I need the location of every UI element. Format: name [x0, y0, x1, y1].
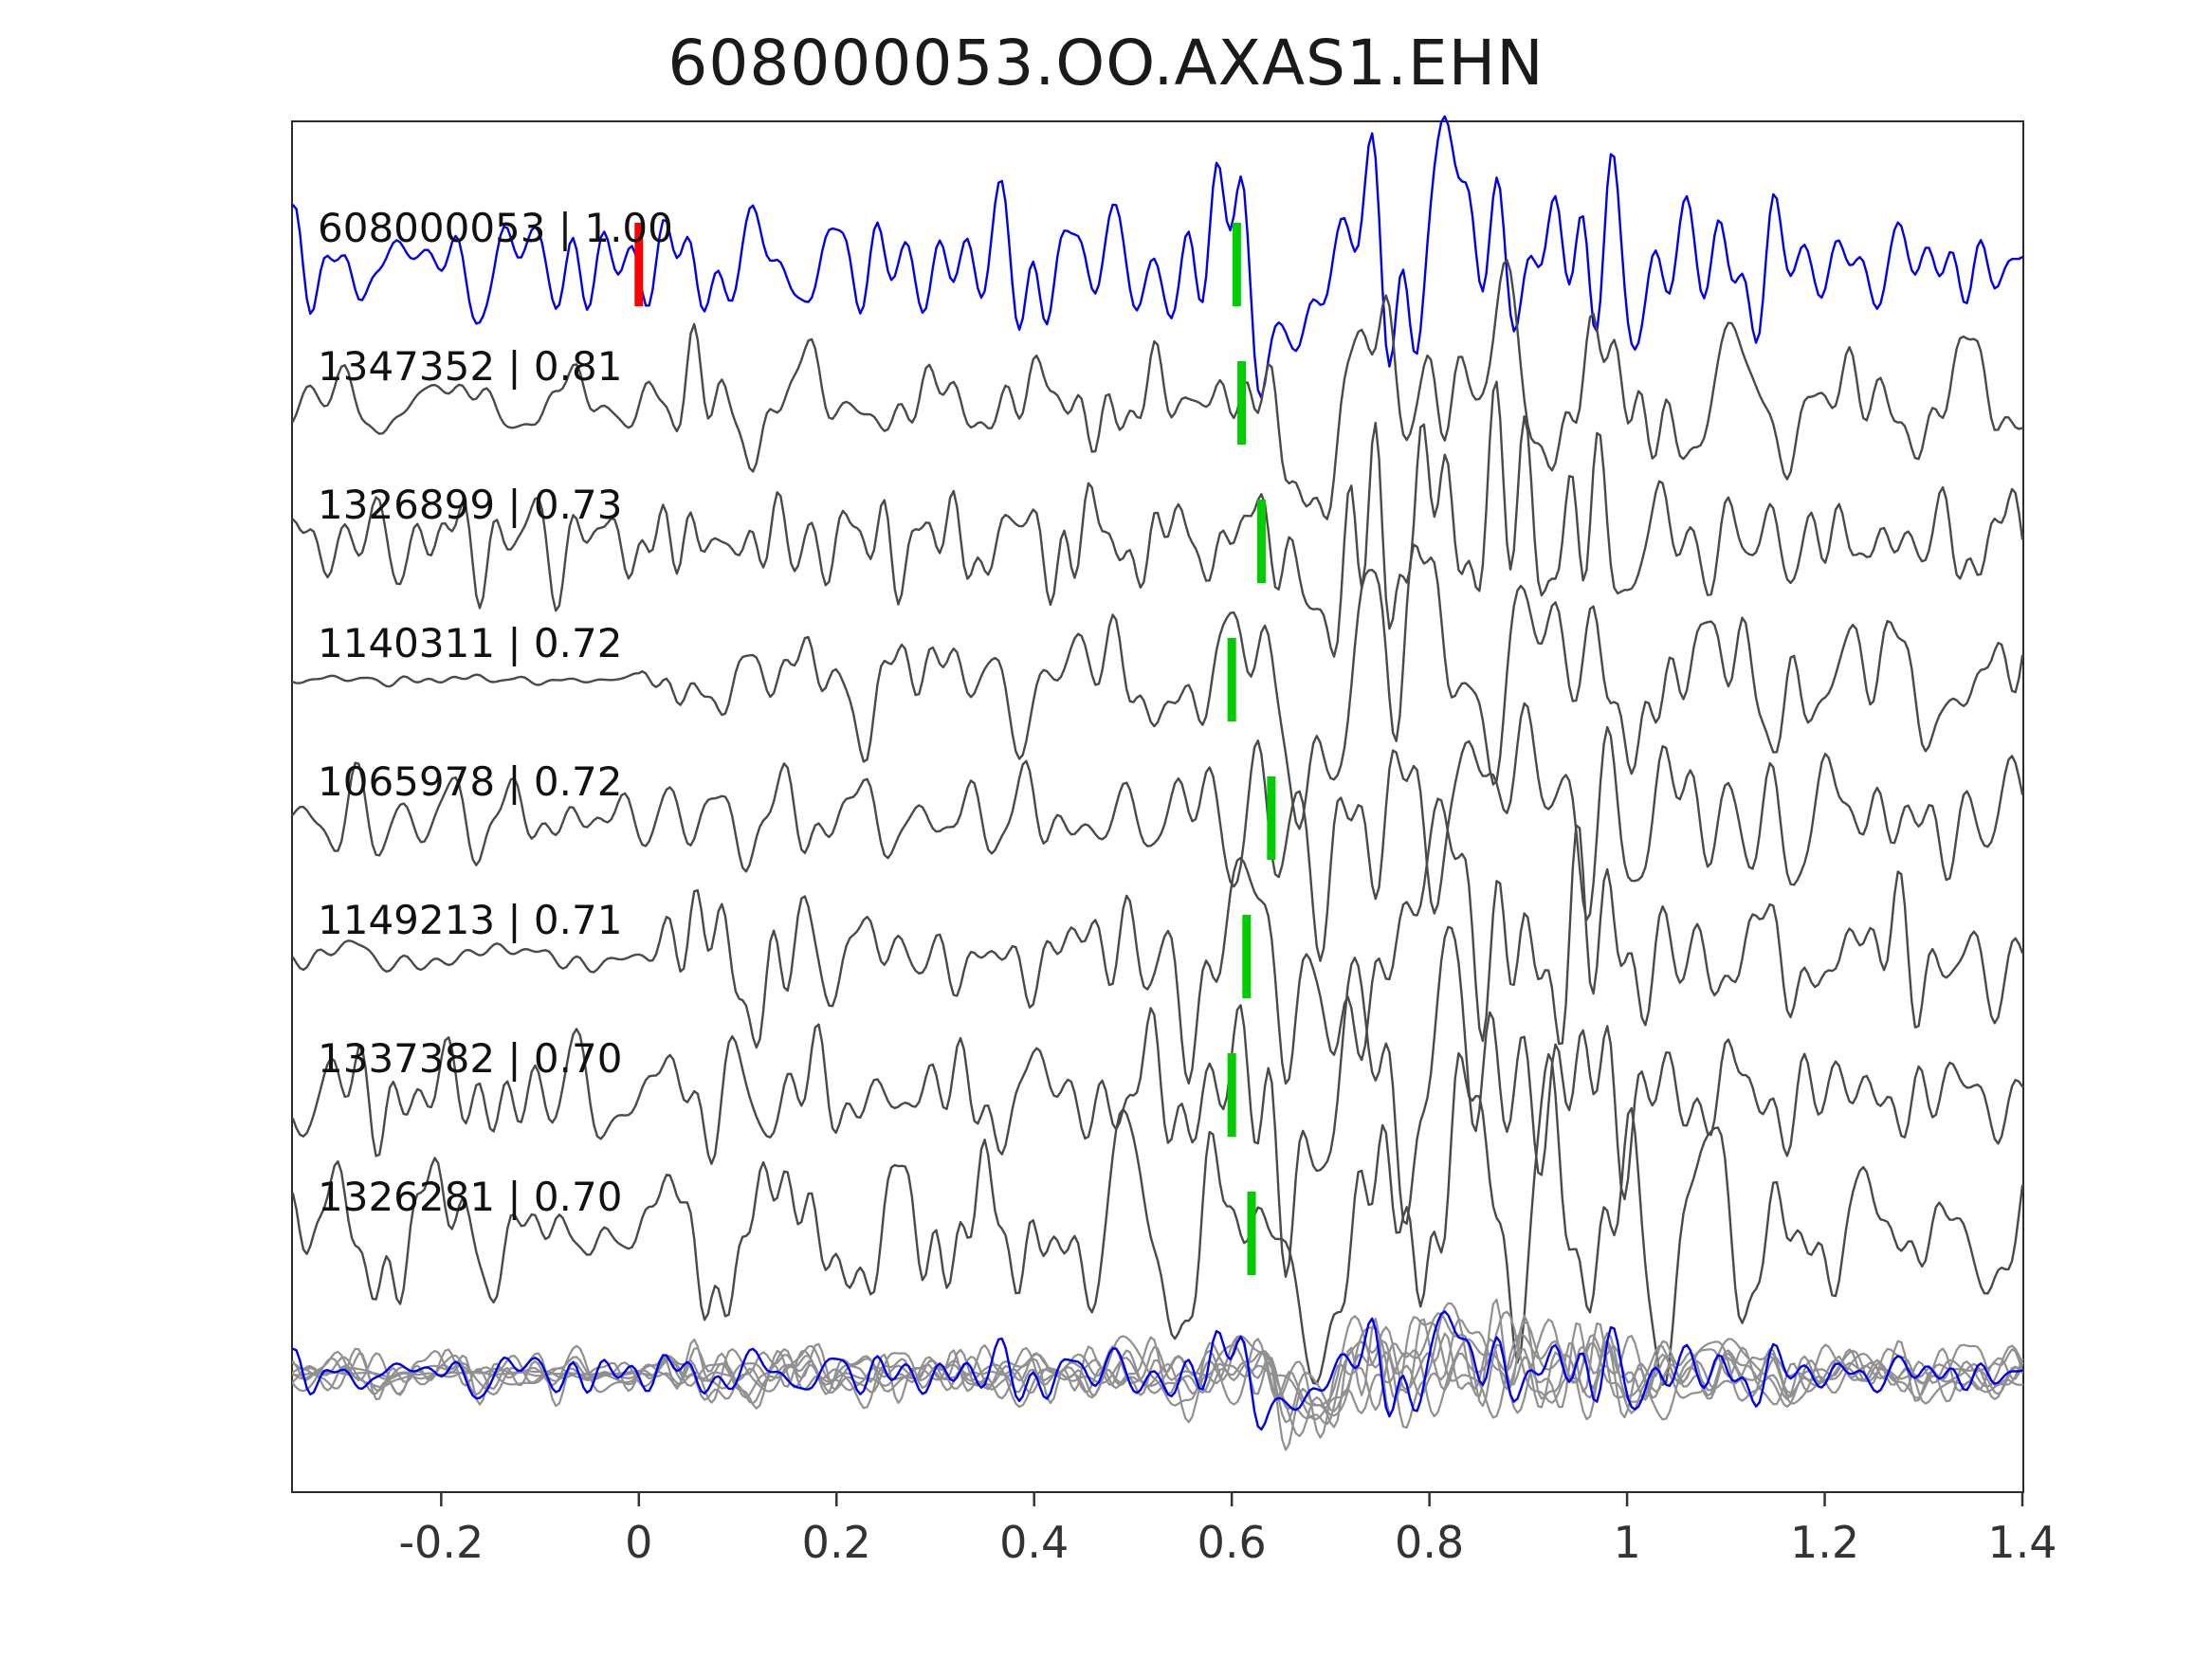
pick-marker-1140311	[1227, 638, 1236, 721]
trace-label-1326899: 1326899 | 0.73	[318, 482, 622, 528]
x-axis: -0.2 0 0.2 0.4 0.6 0.8 1 1.2 1.4	[398, 1491, 2057, 1568]
waveform-1140311	[291, 543, 2024, 830]
overlay-row	[291, 1298, 2024, 1451]
waveform-1337382	[291, 925, 2024, 1279]
pick-marker-608000053	[1232, 223, 1241, 306]
trace-label-1140311: 1140311 | 0.72	[318, 620, 622, 666]
trace-row-1326899: 1326899 | 0.73	[291, 380, 2024, 658]
pick-marker-1149213	[1242, 915, 1252, 998]
trace-label-1347352: 1347352 | 0.81	[318, 343, 622, 390]
x-tick-label: 0.8	[1395, 1517, 1464, 1568]
pick-marker-1347352	[1237, 361, 1247, 445]
pick-marker-1326281	[1247, 1192, 1256, 1275]
x-tick-label: 0.4	[999, 1517, 1069, 1568]
waveform-1065978	[291, 702, 2024, 962]
x-tick-label: 0.2	[802, 1517, 871, 1568]
origin-marker-608000053	[634, 223, 644, 306]
overlay-waveform-1347352	[291, 1310, 2024, 1426]
x-tick-label: -0.2	[398, 1517, 484, 1568]
waveform-1326899	[291, 380, 2024, 658]
overlay-waveform-1326899	[291, 1298, 2024, 1429]
x-tick-label: 1.4	[1987, 1517, 2057, 1568]
x-tick-label: 0	[625, 1517, 652, 1568]
x-tick-label: 0.6	[1197, 1517, 1267, 1568]
pick-marker-1337382	[1227, 1053, 1236, 1137]
trace-label-1337382: 1337382 | 0.70	[318, 1035, 622, 1082]
trace-row-1149213: 1149213 | 0.71	[291, 797, 2024, 1085]
waveform-1326281	[291, 1051, 2024, 1386]
trace-label-1326281: 1326281 | 0.70	[318, 1174, 622, 1220]
pick-marker-1065978	[1267, 776, 1276, 860]
x-tick-label: 1	[1613, 1517, 1640, 1568]
waveform-608000053	[291, 115, 2024, 399]
waveform-1347352	[291, 259, 2024, 520]
plot-area: 608000053 | 1.00 1347352 | 0.81 1326899 | …	[291, 115, 2057, 1568]
overlay-template-waveform	[291, 1310, 2024, 1431]
waveform-1149213	[291, 797, 2024, 1085]
waveform-chart: 608000053 | 1.00 1347352 | 0.81 1326899 | …	[291, 115, 2057, 1568]
trace-row-1140311: 1140311 | 0.72	[291, 543, 2024, 830]
trace-row-1065978: 1065978 | 0.72	[291, 702, 2024, 962]
trace-label-608000053: 608000053 | 1.00	[318, 205, 673, 251]
trace-label-1065978: 1065978 | 0.72	[318, 758, 622, 805]
overlay-waveform-1337382	[291, 1302, 2024, 1451]
trace-row-1337382: 1337382 | 0.70	[291, 925, 2024, 1279]
trace-label-1149213: 1149213 | 0.71	[318, 897, 622, 943]
trace-row-608000053: 608000053 | 1.00	[291, 115, 2024, 399]
chart-title: 608000053.OO.AXAS1.EHN	[667, 27, 1545, 100]
trace-row-1326281: 1326281 | 0.70	[291, 1051, 2024, 1386]
pick-marker-1326899	[1256, 500, 1266, 583]
trace-row-1347352: 1347352 | 0.81	[291, 259, 2024, 520]
x-tick-label: 1.2	[1790, 1517, 1859, 1568]
